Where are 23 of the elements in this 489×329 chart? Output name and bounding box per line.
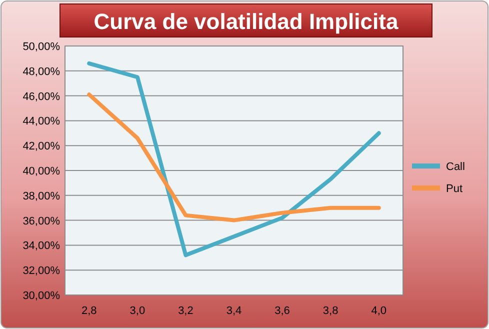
x-tick-label: 3,0 xyxy=(130,305,146,317)
legend-label: Call xyxy=(446,161,465,173)
y-tick-label: 38,00% xyxy=(22,190,60,202)
y-tick-label: 40,00% xyxy=(22,166,60,178)
y-tick-label: 48,00% xyxy=(22,66,60,78)
x-tick-label: 3,2 xyxy=(178,305,194,317)
legend-label: Put xyxy=(446,183,463,195)
y-tick-label: 36,00% xyxy=(22,215,60,228)
line-series xyxy=(87,61,381,258)
y-tick-label: 32,00% xyxy=(22,265,60,278)
x-tick-label: 3,4 xyxy=(226,305,242,317)
y-tick-label: 42,00% xyxy=(22,140,60,153)
x-tick-label: 2,8 xyxy=(81,305,97,317)
y-tick-label: 46,00% xyxy=(22,90,60,103)
y-tick-label: 44,00% xyxy=(22,116,60,128)
y-tick-label: 34,00% xyxy=(22,240,60,252)
y-tick-label: 30,00% xyxy=(22,290,60,302)
x-tick-label: 3,6 xyxy=(274,305,290,317)
x-tick-label: 3,8 xyxy=(322,305,338,317)
line-series xyxy=(87,92,381,222)
y-tick-label: 50,00% xyxy=(22,41,60,53)
chart-title: Curva de volatilidad Implicita xyxy=(94,9,399,34)
x-tick-label: 4,0 xyxy=(371,305,387,317)
